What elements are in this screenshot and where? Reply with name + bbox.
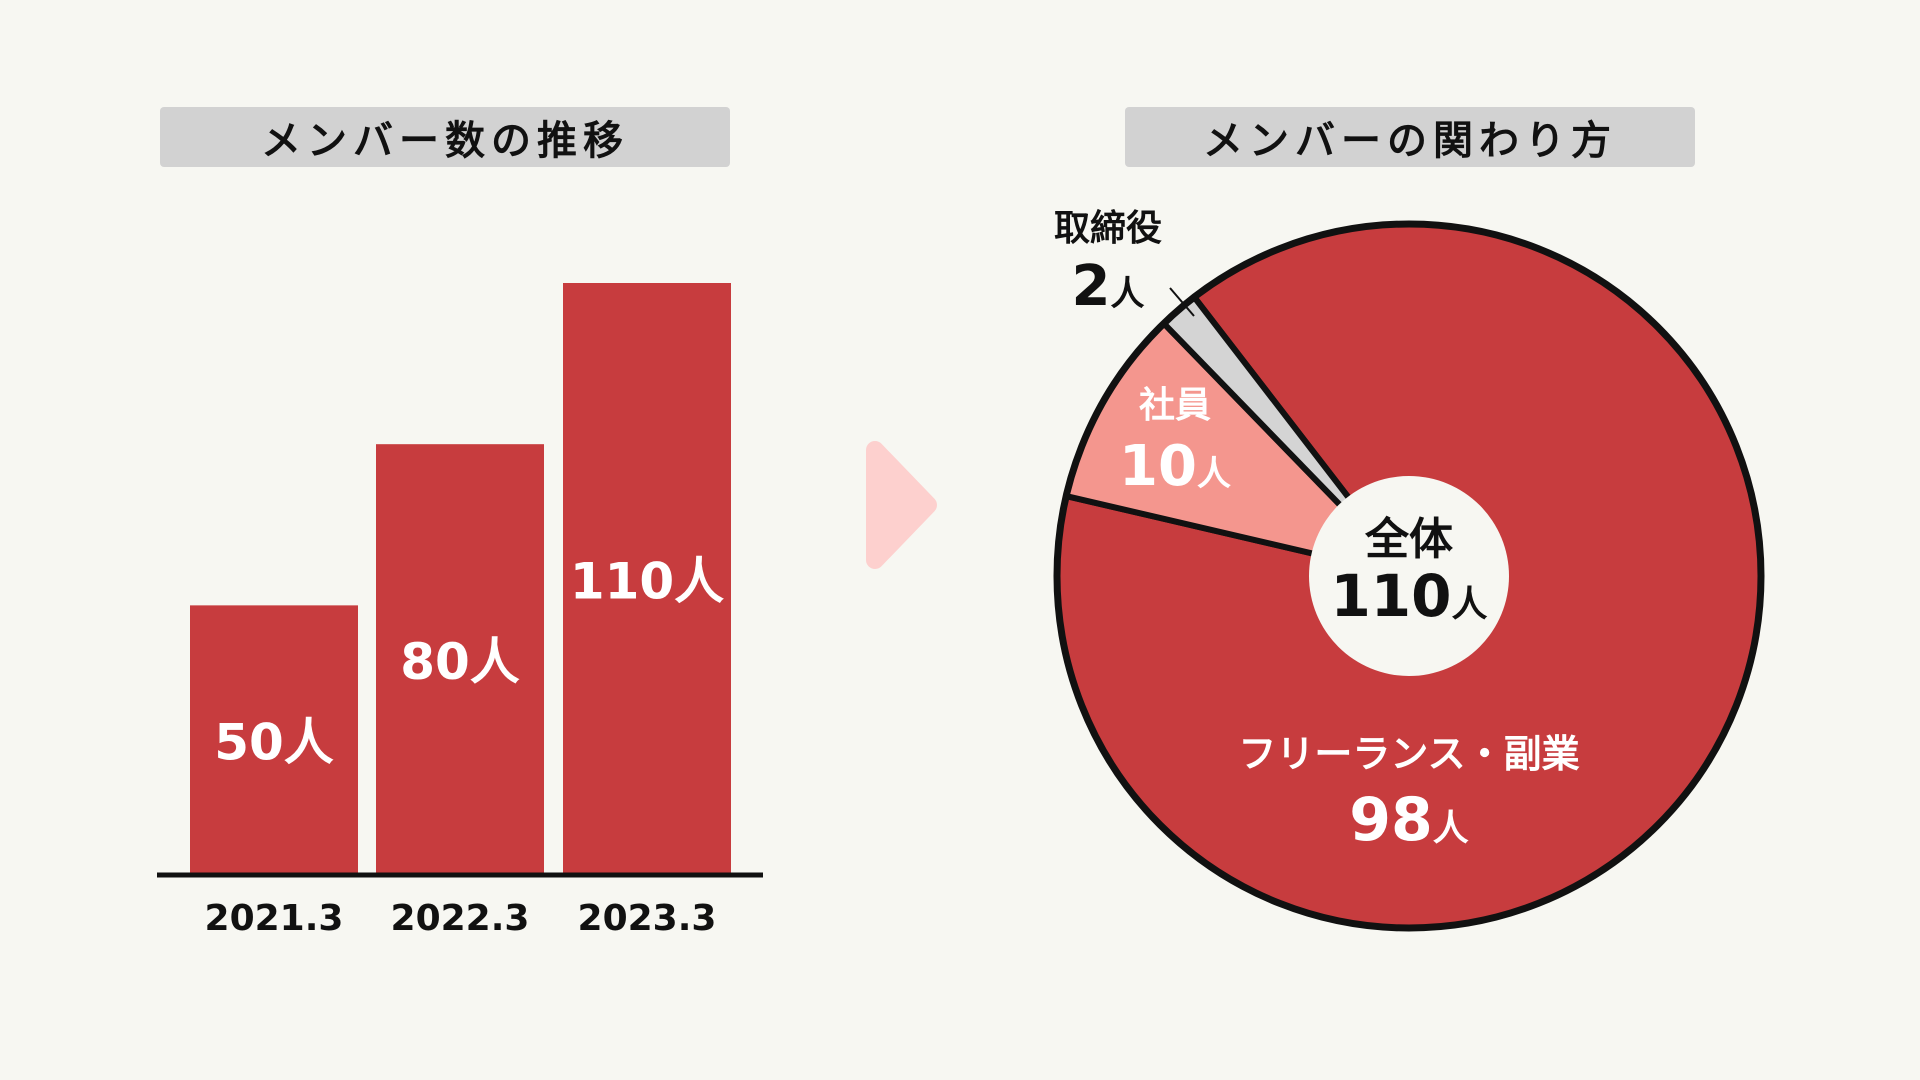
bar-value-label: 80人 xyxy=(400,633,520,691)
bar-value-label: 50人 xyxy=(214,714,334,772)
pie-label-value: 10人 xyxy=(1119,434,1231,499)
pie-label-name: 社員 xyxy=(1139,385,1211,426)
bar-value-label: 110人 xyxy=(570,553,724,611)
pie-center-unit: 人 xyxy=(1452,584,1488,625)
pie-label-number: 2 xyxy=(1072,254,1111,319)
pie-label-name: 取締役 xyxy=(1054,208,1162,249)
pie-center-number: 110 xyxy=(1330,562,1451,630)
bar-chart-title: メンバー数の推移 xyxy=(160,107,730,167)
pie-leader-line xyxy=(1169,287,1195,317)
arrow-icon xyxy=(866,441,937,569)
x-tick-label: 2022.3 xyxy=(391,898,530,939)
bar-2021.3 xyxy=(190,605,358,874)
pie-label-value: 2人 xyxy=(1072,254,1145,319)
pie-label-unit: 人 xyxy=(1197,454,1231,494)
pie-label-number: 98 xyxy=(1349,785,1433,855)
pie-center-label: 全体 xyxy=(1364,514,1453,565)
bar-2022.3 xyxy=(376,444,544,874)
x-tick-label: 2021.3 xyxy=(205,898,344,939)
pie-center-hole xyxy=(1309,476,1509,676)
bar-2023.3 xyxy=(563,283,731,874)
pie-label-unit: 人 xyxy=(1110,274,1144,314)
pie-label-name: フリーランス・副業 xyxy=(1238,732,1579,776)
pie-label-number: 10 xyxy=(1119,434,1197,499)
bar-chart: 50人 2021.3 80人 2022.3 110人 2023.3 xyxy=(157,283,763,939)
pie-chart-title: メンバーの関わり方 xyxy=(1125,107,1695,167)
pie-label-unit: 人 xyxy=(1433,808,1469,849)
pie-label-value: 98人 xyxy=(1349,785,1469,855)
pie-center-value: 110人 xyxy=(1330,562,1487,630)
x-tick-label: 2023.3 xyxy=(578,898,717,939)
pie-outline xyxy=(1053,220,1765,932)
